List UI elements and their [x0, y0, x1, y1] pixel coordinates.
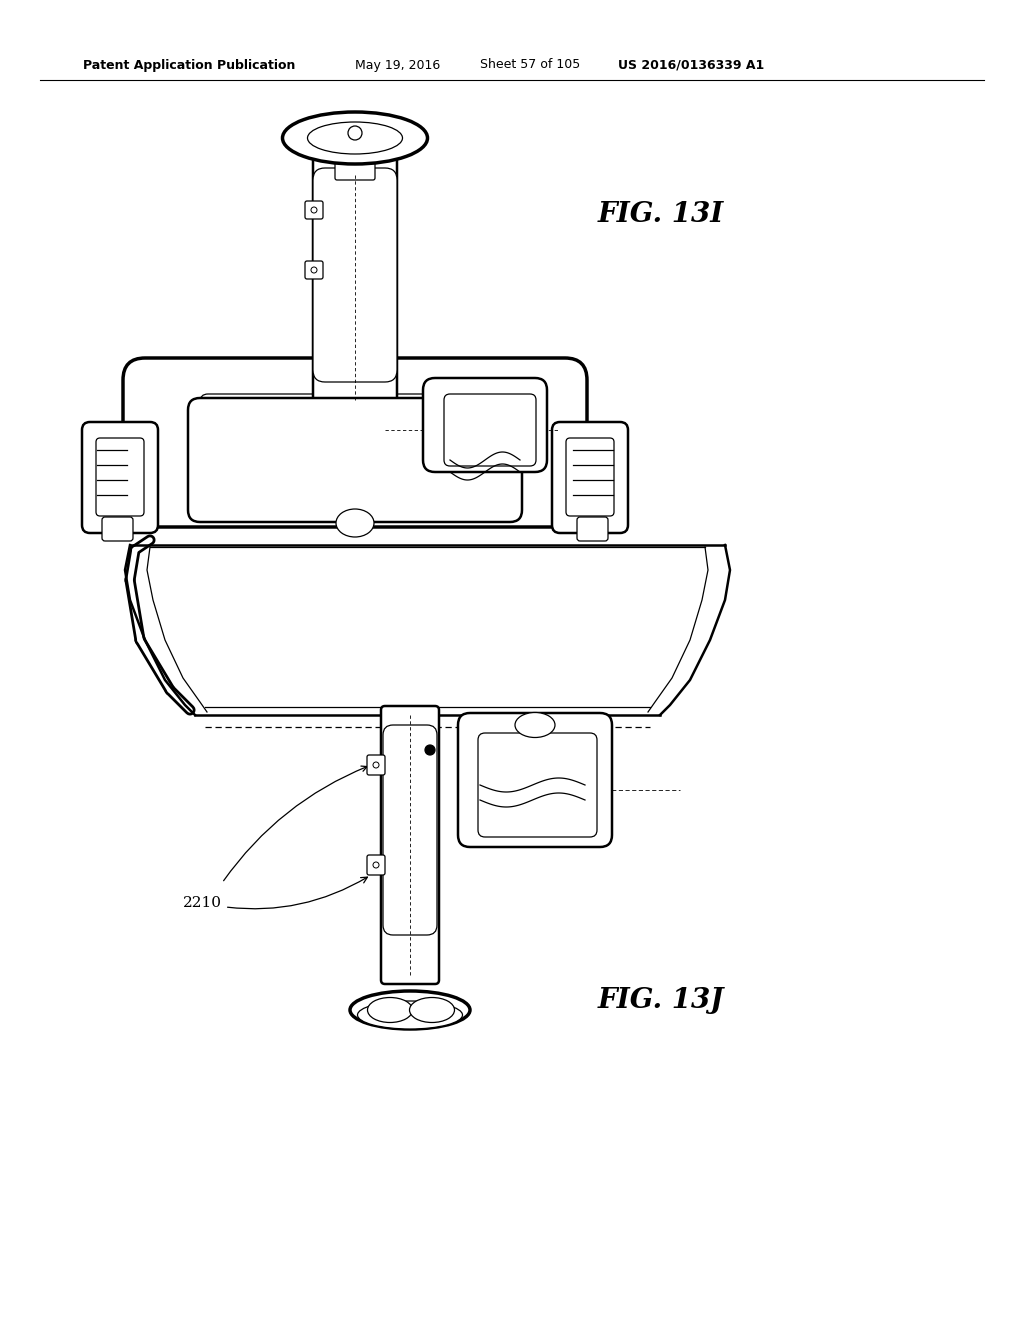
Text: Patent Application Publication: Patent Application Publication — [83, 58, 295, 71]
Ellipse shape — [368, 998, 413, 1023]
Ellipse shape — [515, 713, 555, 738]
FancyBboxPatch shape — [367, 755, 385, 775]
Ellipse shape — [410, 998, 455, 1023]
FancyBboxPatch shape — [423, 378, 547, 473]
Circle shape — [373, 862, 379, 869]
FancyBboxPatch shape — [200, 393, 510, 502]
Text: FIG. 13I: FIG. 13I — [598, 202, 724, 228]
FancyBboxPatch shape — [82, 422, 158, 533]
Ellipse shape — [283, 112, 427, 164]
FancyBboxPatch shape — [478, 733, 597, 837]
FancyBboxPatch shape — [552, 422, 628, 533]
Ellipse shape — [357, 1001, 463, 1030]
FancyBboxPatch shape — [313, 156, 397, 414]
FancyBboxPatch shape — [444, 393, 536, 466]
Circle shape — [311, 207, 317, 213]
FancyBboxPatch shape — [313, 168, 397, 381]
Text: 2210: 2210 — [183, 878, 368, 909]
Text: FIG. 13J: FIG. 13J — [598, 986, 724, 1014]
FancyBboxPatch shape — [123, 358, 587, 527]
Circle shape — [348, 125, 362, 140]
FancyBboxPatch shape — [381, 706, 439, 983]
Ellipse shape — [336, 510, 374, 537]
FancyBboxPatch shape — [188, 399, 522, 521]
FancyBboxPatch shape — [367, 855, 385, 875]
Circle shape — [373, 762, 379, 768]
FancyBboxPatch shape — [458, 713, 612, 847]
FancyBboxPatch shape — [577, 517, 608, 541]
Ellipse shape — [350, 991, 470, 1030]
FancyBboxPatch shape — [305, 201, 323, 219]
FancyBboxPatch shape — [335, 154, 375, 180]
Ellipse shape — [307, 121, 402, 154]
Text: US 2016/0136339 A1: US 2016/0136339 A1 — [618, 58, 764, 71]
Circle shape — [425, 744, 435, 755]
FancyBboxPatch shape — [96, 438, 144, 516]
Text: May 19, 2016: May 19, 2016 — [355, 58, 440, 71]
Circle shape — [311, 267, 317, 273]
FancyBboxPatch shape — [102, 517, 133, 541]
FancyBboxPatch shape — [383, 725, 437, 935]
FancyBboxPatch shape — [566, 438, 614, 516]
Text: Sheet 57 of 105: Sheet 57 of 105 — [480, 58, 581, 71]
FancyBboxPatch shape — [305, 261, 323, 279]
